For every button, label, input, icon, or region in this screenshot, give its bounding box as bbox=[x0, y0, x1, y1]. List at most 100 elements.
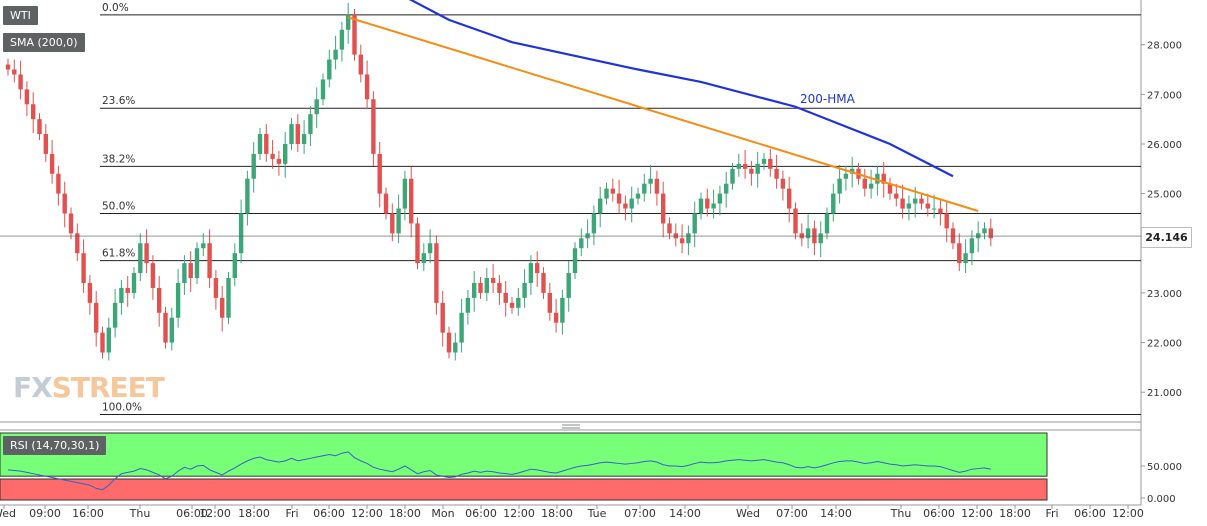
fib-level-label: 100.0% bbox=[102, 402, 142, 414]
candle-bearish bbox=[49, 153, 55, 174]
fib-level-label: 23.6% bbox=[102, 95, 135, 107]
candle-bearish bbox=[377, 153, 382, 194]
candle-bearish bbox=[264, 134, 269, 154]
symbol-legend[interactable]: WTI bbox=[3, 6, 38, 25]
candle-bearish bbox=[705, 198, 710, 209]
candle-bullish bbox=[283, 143, 288, 164]
candle-bearish bbox=[295, 124, 300, 144]
time-tick-label: 14:00 bbox=[820, 507, 852, 520]
candle-bullish bbox=[301, 134, 307, 144]
candle-bearish bbox=[43, 134, 48, 154]
candle-bearish bbox=[535, 263, 540, 274]
sma-legend-label: SMA (200,0) bbox=[10, 36, 78, 49]
candle-bullish bbox=[327, 59, 332, 80]
candle-bullish bbox=[238, 213, 244, 254]
time-tick-label: 12:00 bbox=[351, 507, 383, 520]
symbol-legend-label: WTI bbox=[10, 9, 31, 22]
candle-bullish bbox=[906, 203, 912, 209]
candle-bearish bbox=[894, 193, 899, 199]
candle-bearish bbox=[862, 178, 867, 189]
candle-bullish bbox=[453, 342, 458, 353]
time-tick-label: 06:00 bbox=[465, 507, 497, 520]
candle-bearish bbox=[125, 287, 130, 293]
candle-bullish bbox=[642, 183, 647, 194]
candle-bullish bbox=[339, 29, 345, 50]
candle-bullish bbox=[169, 317, 174, 343]
candle-bearish bbox=[163, 312, 168, 343]
candle-bullish bbox=[598, 198, 603, 214]
candle-bearish bbox=[81, 253, 86, 283]
candle-bullish bbox=[484, 278, 489, 293]
sma-legend[interactable]: SMA (200,0) bbox=[3, 33, 85, 52]
candle-bullish bbox=[761, 158, 767, 164]
time-tick-label: 12:00 bbox=[961, 507, 993, 520]
candle-bearish bbox=[661, 193, 666, 224]
candle-bullish bbox=[831, 193, 836, 214]
candle-bearish bbox=[87, 282, 93, 303]
candle-bullish bbox=[528, 263, 534, 283]
candle-bullish bbox=[686, 233, 691, 244]
candle-bullish bbox=[875, 173, 880, 184]
candle-bearish bbox=[780, 178, 786, 189]
candle-bearish bbox=[270, 153, 275, 159]
candle-bullish bbox=[226, 278, 231, 318]
candle-bearish bbox=[497, 282, 502, 293]
fib-level-label: 50.0% bbox=[102, 200, 135, 212]
candle-bullish bbox=[421, 253, 426, 264]
candle-bearish bbox=[900, 198, 905, 209]
candle-bullish bbox=[843, 173, 849, 179]
candle-bearish bbox=[383, 193, 389, 214]
candle-bearish bbox=[37, 119, 42, 135]
rsi-overbought-zone bbox=[0, 432, 1048, 477]
candle-bullish bbox=[175, 282, 181, 318]
candle-bearish bbox=[988, 228, 993, 239]
candle-bullish bbox=[459, 312, 464, 343]
candle-bearish bbox=[157, 287, 162, 313]
candle-bearish bbox=[553, 312, 559, 323]
candle-bullish bbox=[320, 79, 326, 100]
candle-bearish bbox=[623, 203, 628, 209]
candle-bullish bbox=[472, 282, 477, 298]
candle-bearish bbox=[503, 292, 508, 303]
time-tick-label: 16:00 bbox=[72, 507, 104, 520]
candle-bearish bbox=[207, 243, 212, 279]
hma-200-line bbox=[408, 0, 954, 178]
candle-bearish bbox=[774, 168, 779, 179]
current-price-tag: 24.146 bbox=[1141, 227, 1192, 248]
candle-bullish bbox=[824, 213, 830, 234]
candle-bullish bbox=[604, 188, 609, 199]
candle-bullish bbox=[560, 297, 565, 323]
candle-bullish bbox=[724, 183, 729, 194]
candle-bearish bbox=[56, 173, 61, 194]
candle-bullish bbox=[730, 168, 735, 184]
candle-bullish bbox=[427, 243, 433, 254]
candle-bullish bbox=[736, 163, 741, 169]
candle-bullish bbox=[648, 178, 653, 184]
time-tick-label: 18:00 bbox=[541, 507, 573, 520]
candle-bullish bbox=[516, 297, 521, 308]
candle-bearish bbox=[100, 332, 105, 353]
candle-bearish bbox=[188, 263, 193, 279]
candle-bullish bbox=[805, 228, 811, 239]
candle-bullish bbox=[201, 243, 206, 249]
candle-bearish bbox=[415, 223, 420, 264]
candle-bearish bbox=[793, 208, 798, 234]
candle-bearish bbox=[547, 292, 552, 313]
candle-bullish bbox=[314, 99, 319, 115]
candle-bearish bbox=[62, 193, 67, 214]
price-tick-label: 21.000 bbox=[1147, 388, 1182, 399]
candle-bearish bbox=[742, 163, 748, 169]
candle-bullish bbox=[717, 193, 723, 204]
candle-bearish bbox=[75, 233, 80, 254]
price-tick-label: 25.000 bbox=[1147, 190, 1182, 201]
candle-bearish bbox=[667, 223, 672, 234]
candle-bearish bbox=[18, 74, 23, 90]
candle-bullish bbox=[711, 203, 716, 209]
rsi-legend[interactable]: RSI (14,70,30,1) bbox=[3, 436, 107, 455]
candle-bullish bbox=[119, 287, 124, 303]
main-panel-bg bbox=[0, 0, 1141, 422]
candle-bullish bbox=[868, 183, 874, 189]
candle-bearish bbox=[679, 238, 685, 244]
time-tick-label: Fri bbox=[285, 507, 298, 520]
